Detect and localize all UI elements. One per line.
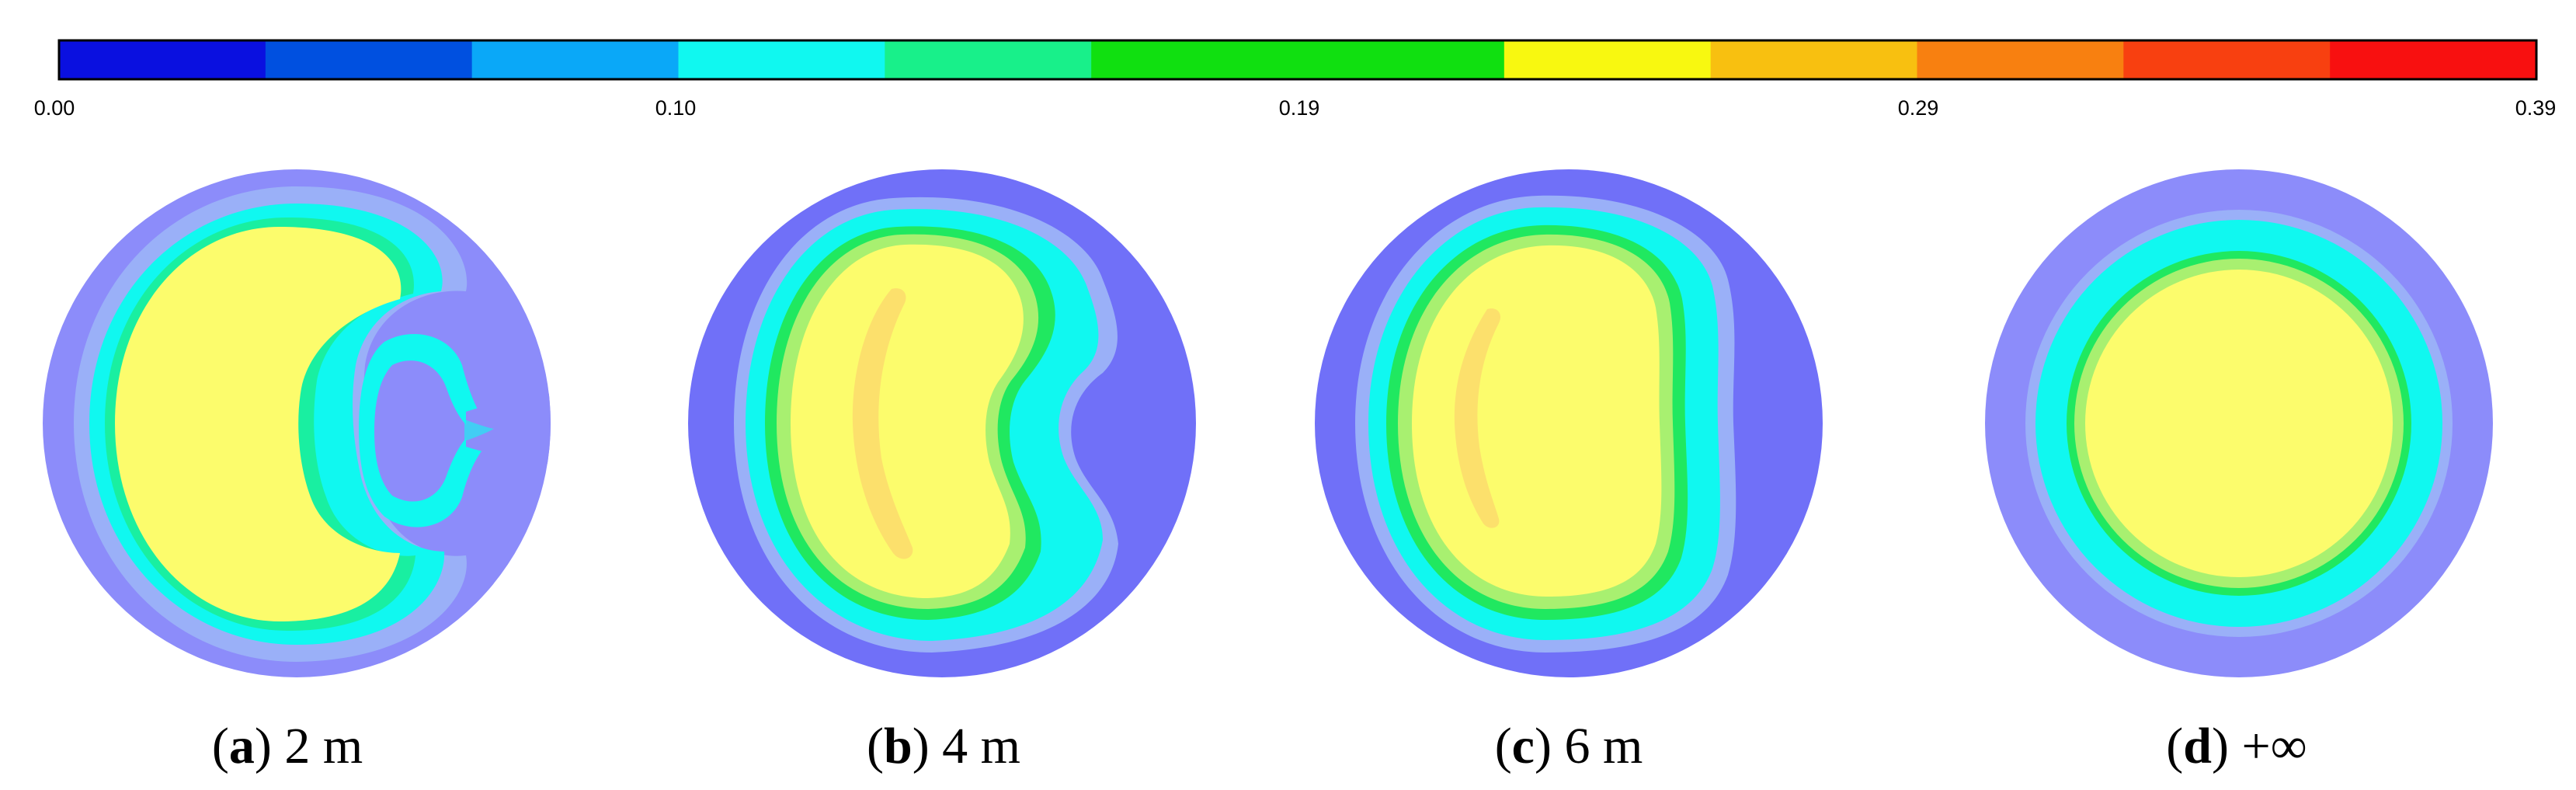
panel-a-caption: (a) 2 m (212, 718, 363, 774)
colorbar-swatch (1091, 40, 1298, 79)
panel-c-caption: (c) 6 m (1495, 718, 1643, 774)
panel-a-yellow-core (115, 227, 402, 621)
panel-a-throat-cyan (464, 419, 494, 441)
panel-b-orange-arc (852, 288, 913, 559)
colorbar-swatch (885, 40, 1092, 79)
colorbar-swatch (1298, 40, 1505, 79)
colorbar-tick-0: 0.00 (34, 96, 75, 120)
colorbar-swatch (1710, 40, 1918, 79)
colorbar-swatch (265, 40, 473, 79)
contour-panel-d (1985, 169, 2493, 677)
panel-c-orange-arc (1454, 308, 1501, 528)
colorbar-tick-2: 0.19 (1279, 96, 1320, 120)
colorbar-swatch (2330, 40, 2537, 79)
colorbar-swatch (471, 40, 680, 79)
panel-d-caption: (d) +∞ (2166, 718, 2307, 774)
contour-panel-a (43, 169, 551, 677)
colorbar-swatches (59, 40, 2537, 79)
panel-a-inner-blue-pocket (374, 360, 474, 502)
panel-b-caption: (b) 4 m (867, 718, 1020, 774)
panel-c-yellow-core (1412, 245, 1662, 597)
panel-b-yellow-core (791, 244, 1024, 598)
contour-panel-c (1315, 169, 1823, 677)
colorbar-tick-3: 0.29 (1898, 96, 1939, 120)
contour-panel-b (688, 169, 1196, 677)
colorbar-swatch (1504, 40, 1712, 79)
colorbar-swatch (59, 40, 266, 79)
colorbar-frame (57, 39, 2538, 81)
colorbar-swatch (678, 40, 885, 79)
colorbar: 0.00 0.10 0.19 0.29 0.39 (34, 39, 2557, 120)
colorbar-tick-4: 0.39 (2515, 96, 2557, 120)
colorbar-tick-1: 0.10 (655, 96, 697, 120)
panel-d-yellow-core (2085, 270, 2393, 577)
panel-a-throat (466, 392, 551, 466)
colorbar-swatch (2123, 40, 2331, 79)
colorbar-swatch (1917, 40, 2124, 79)
